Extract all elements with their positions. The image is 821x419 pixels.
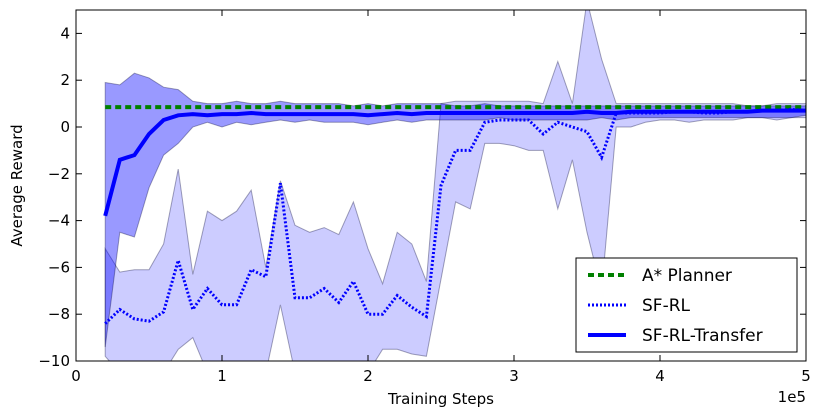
x-tick-label: 0: [71, 367, 81, 385]
legend: A* Planner SF-RL SF-RL-Transfer: [575, 257, 798, 353]
y-tick-label: −2: [48, 165, 70, 183]
legend-label-sf-rl-transfer: SF-RL-Transfer: [642, 326, 763, 346]
sf-rl-transfer-band: [104, 72, 806, 348]
y-axis-label: Average Reward: [8, 124, 26, 246]
y-tick-label: 2: [60, 71, 70, 89]
y-tick-label: −4: [48, 212, 70, 230]
x-tick-label: 3: [509, 367, 519, 385]
y-tick-label: −6: [48, 258, 70, 276]
legend-label-sf-rl: SF-RL: [642, 296, 691, 316]
y-tick-label: 0: [60, 118, 70, 136]
x-tick-label: 1: [217, 367, 227, 385]
x-axis-offset-label: 1e5: [778, 388, 806, 406]
series-lines: [103, 105, 806, 325]
y-tick-label: 4: [60, 24, 70, 42]
x-axis-label: Training Steps: [387, 390, 494, 408]
x-tick-label: 2: [363, 367, 373, 385]
x-tick-label: 5: [801, 367, 811, 385]
sf-rl-transfer-line: [103, 108, 806, 217]
plot-frame: [75, 9, 807, 362]
x-tick-label: 4: [655, 367, 665, 385]
legend-label-a-planner: A* Planner: [642, 266, 732, 286]
axis-ticks: 0 1 2 3 4 5 −10 −8 −6 −4 −2 0 2 4: [38, 10, 811, 385]
y-tick-label: −10: [38, 352, 70, 370]
sf-rl-band: [104, 10, 806, 361]
y-tick-label: −8: [48, 305, 70, 323]
confidence-bands: [104, 10, 806, 361]
